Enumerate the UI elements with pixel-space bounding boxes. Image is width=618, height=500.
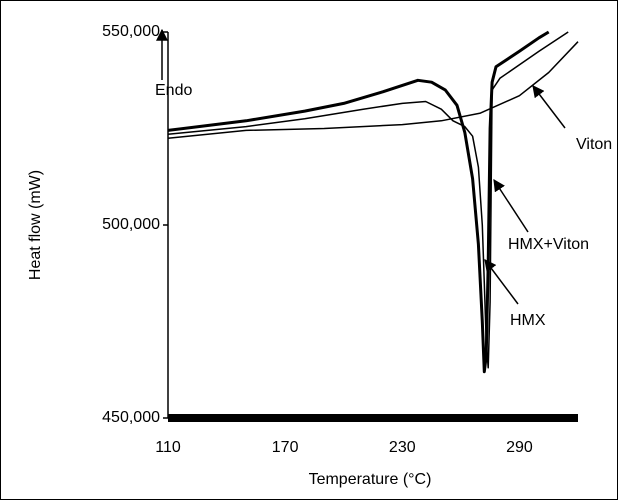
x-tick-label: 110 — [155, 439, 181, 456]
y-tick-label: 550,000 — [102, 23, 160, 40]
series-line — [167, 31, 569, 369]
y-tick-label: 500,000 — [102, 216, 160, 233]
y-axis-label: Heat flow (mW) — [27, 170, 44, 280]
x-tick-label: 230 — [389, 439, 416, 456]
annotation: Endo — [155, 82, 192, 99]
x-tick-label: 170 — [272, 439, 299, 456]
arrow — [493, 178, 529, 233]
annotation: Viton — [576, 136, 612, 153]
y-tick-label: 450,000 — [102, 409, 160, 426]
arrow — [532, 85, 566, 129]
annotation: HMX+Viton — [508, 236, 589, 253]
x-tick-label: 290 — [506, 439, 533, 456]
annotation: HMX — [510, 312, 546, 329]
series-line — [167, 30, 550, 374]
series-line — [167, 41, 579, 139]
x-axis-label: Temperature (°C) — [309, 471, 432, 488]
